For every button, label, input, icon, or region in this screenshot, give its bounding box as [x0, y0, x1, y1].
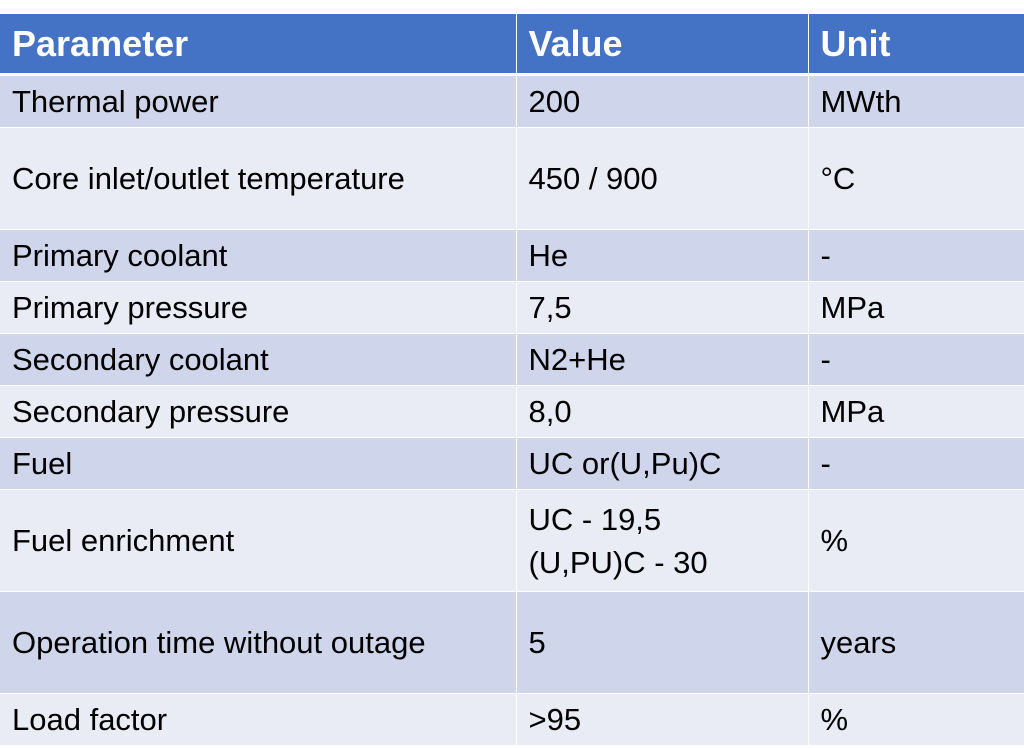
header-value: Value — [516, 14, 809, 76]
table-row: Fuel UC or(U,Pu)C - — [0, 437, 1024, 490]
cell-value: 450 / 900 — [516, 127, 809, 230]
cell-unit: years — [808, 591, 1024, 694]
table-row: Primary pressure 7,5 MPa — [0, 281, 1024, 334]
cell-value: 8,0 — [516, 385, 809, 438]
cell-parameter: Thermal power — [0, 74, 517, 128]
table-header-row: Parameter Value Unit — [0, 14, 1024, 76]
cell-unit: MPa — [808, 385, 1024, 438]
header-parameter: Parameter — [0, 14, 517, 76]
cell-value: He — [516, 229, 809, 282]
table-row: Load factor >95 % — [0, 693, 1024, 746]
cell-unit: MWth — [808, 74, 1024, 128]
cell-parameter: Fuel enrichment — [0, 489, 517, 592]
cell-unit: - — [808, 437, 1024, 490]
cell-parameter: Secondary pressure — [0, 385, 517, 438]
parameters-table: Parameter Value Unit Thermal power 200 M… — [0, 14, 1024, 746]
cell-value-line: UC - 19,5 — [528, 501, 662, 537]
cell-value-line: (U,PU)C - 30 — [528, 544, 708, 580]
table-row: Core inlet/outlet temperature 450 / 900 … — [0, 127, 1024, 230]
cell-unit: % — [808, 693, 1024, 746]
table-row: Secondary pressure 8,0 MPa — [0, 385, 1024, 438]
table-row: Thermal power 200 MWth — [0, 74, 1024, 128]
cell-value: N2+He — [516, 333, 809, 386]
cell-unit: - — [808, 229, 1024, 282]
table-row: Primary coolant He - — [0, 229, 1024, 282]
cell-value: 5 — [516, 591, 809, 694]
cell-parameter: Fuel — [0, 437, 517, 490]
cell-parameter: Operation time without outage — [0, 591, 517, 694]
cell-parameter: Primary pressure — [0, 281, 517, 334]
table-row: Secondary coolant N2+He - — [0, 333, 1024, 386]
cell-unit: % — [808, 489, 1024, 592]
cell-parameter: Primary coolant — [0, 229, 517, 282]
cell-parameter: Load factor — [0, 693, 517, 746]
cell-unit: - — [808, 333, 1024, 386]
table-row: Fuel enrichment UC - 19,5 (U,PU)C - 30 % — [0, 489, 1024, 592]
parameters-table-container: Parameter Value Unit Thermal power 200 M… — [0, 14, 1024, 746]
cell-value: >95 — [516, 693, 809, 746]
cell-unit: °C — [808, 127, 1024, 230]
cell-parameter: Secondary coolant — [0, 333, 517, 386]
cell-value: 200 — [516, 74, 809, 128]
table-row: Operation time without outage 5 years — [0, 591, 1024, 694]
cell-unit: MPa — [808, 281, 1024, 334]
cell-value: 7,5 — [516, 281, 809, 334]
cell-value: UC or(U,Pu)C — [516, 437, 809, 490]
cell-value: UC - 19,5 (U,PU)C - 30 — [516, 489, 809, 592]
cell-parameter: Core inlet/outlet temperature — [0, 127, 517, 230]
header-unit: Unit — [808, 14, 1024, 76]
